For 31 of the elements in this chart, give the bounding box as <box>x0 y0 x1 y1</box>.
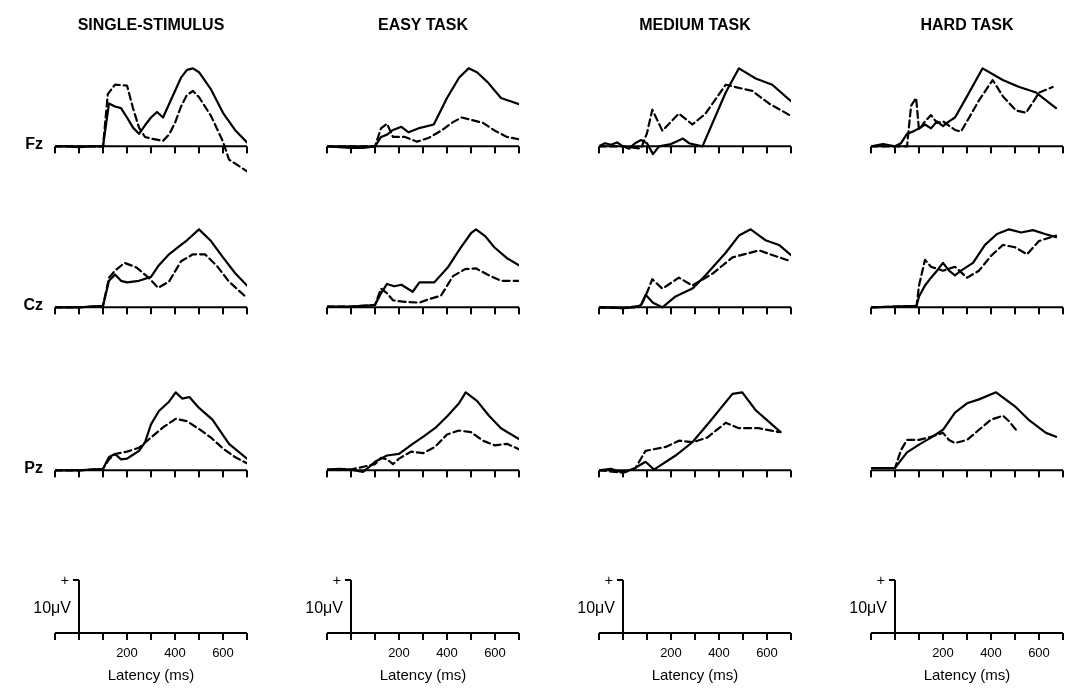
text: + <box>332 571 341 588</box>
chart-title: HARD TASK <box>919 16 1015 34</box>
y-axis-title: Fz <box>24 134 43 153</box>
x-axis-title: Latency (ms) <box>651 665 739 683</box>
x-tick-label: 200 <box>116 644 138 660</box>
chart-title: MEDIUM TASK <box>638 16 752 34</box>
y-axis-title: Cz <box>22 295 43 314</box>
x-tick-label: 600 <box>484 644 506 660</box>
x-tick-label: 400 <box>164 644 186 660</box>
text: 10μV <box>305 598 344 616</box>
x-tick-label: 600 <box>756 644 778 660</box>
chart-title: SINGLE-STIMULUS <box>76 16 226 34</box>
x-tick-label: 400 <box>708 644 730 660</box>
y-axis-title: Pz <box>23 458 43 477</box>
x-tick-label: 400 <box>436 644 458 660</box>
x-tick-label: 400 <box>980 644 1002 660</box>
x-tick-label: 600 <box>212 644 234 660</box>
text: + <box>876 571 885 588</box>
x-tick-label: 600 <box>1028 644 1050 660</box>
x-tick-label: 200 <box>660 644 682 660</box>
text: + <box>60 571 69 588</box>
x-axis-title: Latency (ms) <box>379 665 467 683</box>
x-tick-label: 200 <box>932 644 954 660</box>
text: 10μV <box>577 598 616 616</box>
x-tick-label: 200 <box>388 644 410 660</box>
x-axis-title: Latency (ms) <box>107 665 195 683</box>
text: + <box>604 571 613 588</box>
chart-title: EASY TASK <box>376 16 470 34</box>
text: 10μV <box>849 598 888 616</box>
x-axis-title: Latency (ms) <box>923 665 1011 683</box>
text: 10μV <box>33 598 72 616</box>
